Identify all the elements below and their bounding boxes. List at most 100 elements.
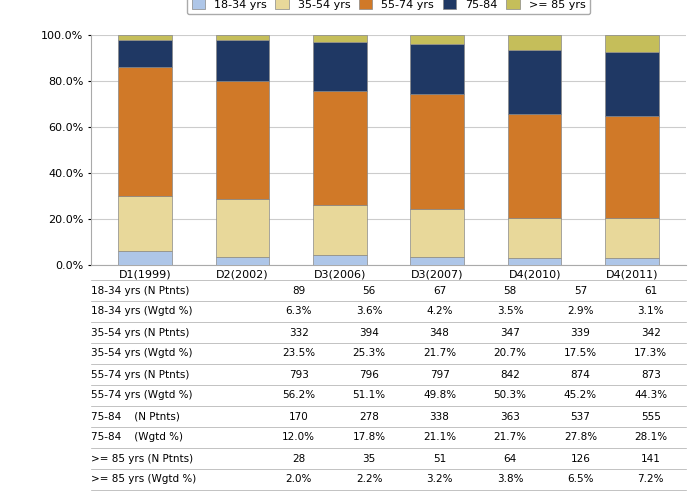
Text: 17.5%: 17.5% bbox=[564, 348, 597, 358]
Text: 58: 58 bbox=[503, 286, 517, 296]
Legend: 18-34 yrs, 35-54 yrs, 55-74 yrs, 75-84, >= 85 yrs: 18-34 yrs, 35-54 yrs, 55-74 yrs, 75-84, … bbox=[187, 0, 590, 14]
Text: 339: 339 bbox=[570, 328, 590, 338]
Bar bbox=[118, 40, 172, 67]
Bar bbox=[508, 218, 561, 258]
Text: 51: 51 bbox=[433, 454, 446, 464]
Text: 21.7%: 21.7% bbox=[423, 348, 456, 358]
Text: 17.3%: 17.3% bbox=[634, 348, 667, 358]
Text: 17.8%: 17.8% bbox=[353, 432, 386, 442]
Text: 278: 278 bbox=[359, 412, 379, 422]
Text: 2.9%: 2.9% bbox=[567, 306, 594, 316]
Bar bbox=[410, 44, 464, 94]
Text: 89: 89 bbox=[292, 286, 305, 296]
Bar bbox=[606, 35, 659, 51]
Text: >= 85 yrs (N Ptnts): >= 85 yrs (N Ptnts) bbox=[91, 454, 193, 464]
Text: 3.8%: 3.8% bbox=[497, 474, 523, 484]
Bar bbox=[410, 94, 464, 210]
Bar bbox=[118, 35, 172, 40]
Bar bbox=[410, 35, 464, 43]
Text: 18-34 yrs (Wgtd %): 18-34 yrs (Wgtd %) bbox=[91, 306, 192, 316]
Text: 21.1%: 21.1% bbox=[423, 432, 456, 442]
Text: 793: 793 bbox=[289, 370, 309, 380]
Bar bbox=[216, 256, 269, 265]
Text: 3.2%: 3.2% bbox=[426, 474, 453, 484]
Text: 23.5%: 23.5% bbox=[282, 348, 315, 358]
Text: 64: 64 bbox=[503, 454, 517, 464]
Bar bbox=[313, 206, 367, 256]
Bar bbox=[216, 198, 269, 256]
Text: 75-84    (N Ptnts): 75-84 (N Ptnts) bbox=[91, 412, 180, 422]
Text: 25.3%: 25.3% bbox=[353, 348, 386, 358]
Text: 35: 35 bbox=[363, 454, 376, 464]
Bar bbox=[216, 40, 269, 81]
Text: 537: 537 bbox=[570, 412, 590, 422]
Text: 28: 28 bbox=[292, 454, 305, 464]
Text: 3.5%: 3.5% bbox=[497, 306, 523, 316]
Text: 18-34 yrs (N Ptnts): 18-34 yrs (N Ptnts) bbox=[91, 286, 190, 296]
Text: 4.2%: 4.2% bbox=[426, 306, 453, 316]
Text: 55-74 yrs (N Ptnts): 55-74 yrs (N Ptnts) bbox=[91, 370, 190, 380]
Text: 57: 57 bbox=[574, 286, 587, 296]
Text: 348: 348 bbox=[430, 328, 449, 338]
Text: 394: 394 bbox=[359, 328, 379, 338]
Text: 20.7%: 20.7% bbox=[494, 348, 526, 358]
Bar bbox=[118, 196, 172, 250]
Bar bbox=[313, 35, 367, 42]
Bar bbox=[606, 218, 659, 258]
Text: 874: 874 bbox=[570, 370, 590, 380]
Bar bbox=[313, 42, 367, 91]
Text: 6.3%: 6.3% bbox=[286, 306, 312, 316]
Text: 342: 342 bbox=[641, 328, 661, 338]
Text: 28.1%: 28.1% bbox=[634, 432, 667, 442]
Bar bbox=[606, 258, 659, 265]
Text: 50.3%: 50.3% bbox=[494, 390, 526, 400]
Text: 873: 873 bbox=[641, 370, 661, 380]
Text: 338: 338 bbox=[430, 412, 449, 422]
Text: 12.0%: 12.0% bbox=[282, 432, 315, 442]
Text: 7.2%: 7.2% bbox=[638, 474, 664, 484]
Bar bbox=[313, 91, 367, 206]
Text: 55-74 yrs (Wgtd %): 55-74 yrs (Wgtd %) bbox=[91, 390, 192, 400]
Text: 363: 363 bbox=[500, 412, 520, 422]
Bar bbox=[118, 67, 172, 196]
Text: 141: 141 bbox=[641, 454, 661, 464]
Text: 842: 842 bbox=[500, 370, 520, 380]
Text: 21.7%: 21.7% bbox=[494, 432, 526, 442]
Bar bbox=[508, 35, 561, 50]
Bar bbox=[606, 116, 659, 218]
Text: 56.2%: 56.2% bbox=[282, 390, 315, 400]
Bar bbox=[508, 114, 561, 218]
Text: 170: 170 bbox=[289, 412, 309, 422]
Bar bbox=[410, 257, 464, 265]
Bar bbox=[410, 210, 464, 257]
Text: 555: 555 bbox=[641, 412, 661, 422]
Text: 75-84    (Wgtd %): 75-84 (Wgtd %) bbox=[91, 432, 183, 442]
Text: 27.8%: 27.8% bbox=[564, 432, 597, 442]
Text: >= 85 yrs (Wgtd %): >= 85 yrs (Wgtd %) bbox=[91, 474, 196, 484]
Text: 45.2%: 45.2% bbox=[564, 390, 597, 400]
Bar bbox=[606, 52, 659, 116]
Text: 2.2%: 2.2% bbox=[356, 474, 382, 484]
Text: 6.5%: 6.5% bbox=[567, 474, 594, 484]
Text: 56: 56 bbox=[363, 286, 376, 296]
Text: 2.0%: 2.0% bbox=[286, 474, 312, 484]
Text: 35-54 yrs (N Ptnts): 35-54 yrs (N Ptnts) bbox=[91, 328, 190, 338]
Text: 347: 347 bbox=[500, 328, 520, 338]
Text: 332: 332 bbox=[289, 328, 309, 338]
Text: 51.1%: 51.1% bbox=[353, 390, 386, 400]
Text: 3.1%: 3.1% bbox=[638, 306, 664, 316]
Text: 67: 67 bbox=[433, 286, 446, 296]
Text: 3.6%: 3.6% bbox=[356, 306, 382, 316]
Text: 126: 126 bbox=[570, 454, 590, 464]
Text: 35-54 yrs (Wgtd %): 35-54 yrs (Wgtd %) bbox=[91, 348, 192, 358]
Text: 796: 796 bbox=[359, 370, 379, 380]
Text: 49.8%: 49.8% bbox=[423, 390, 456, 400]
Text: 61: 61 bbox=[644, 286, 657, 296]
Text: 797: 797 bbox=[430, 370, 449, 380]
Bar bbox=[508, 50, 561, 114]
Bar bbox=[508, 258, 561, 265]
Bar bbox=[216, 35, 269, 40]
Bar bbox=[216, 81, 269, 198]
Bar bbox=[118, 250, 172, 265]
Bar bbox=[313, 256, 367, 265]
